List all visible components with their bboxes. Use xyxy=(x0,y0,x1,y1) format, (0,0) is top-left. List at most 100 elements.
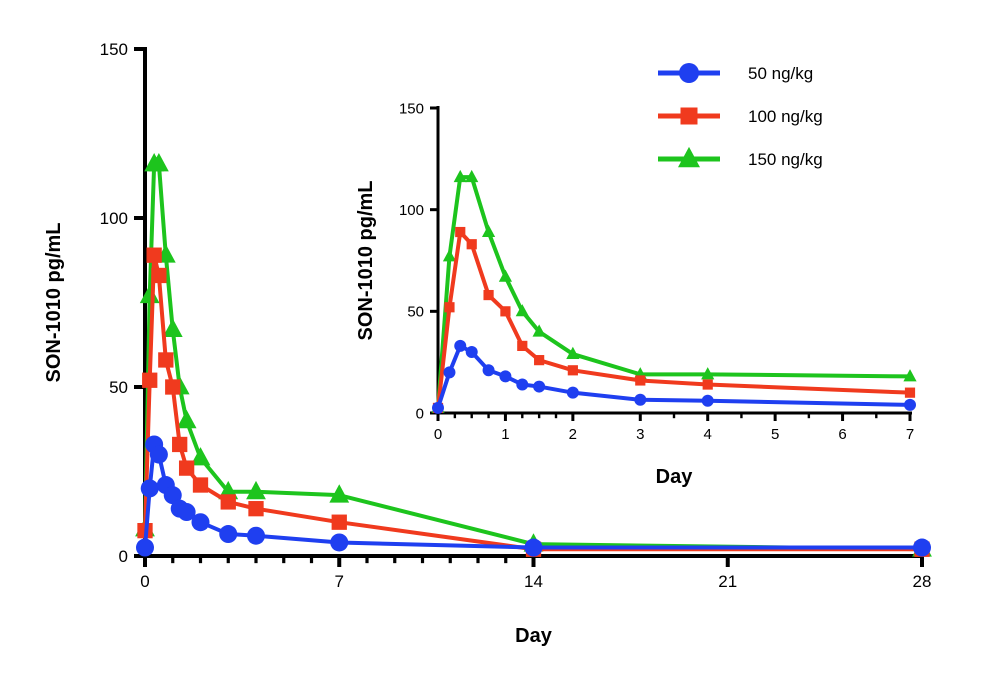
data-point xyxy=(483,289,494,301)
data-point xyxy=(140,479,159,498)
data-point xyxy=(331,514,347,530)
data-point xyxy=(524,538,543,557)
series-line xyxy=(436,175,911,409)
x-tick-label: 0 xyxy=(434,426,442,443)
data-point xyxy=(330,533,349,552)
data-point xyxy=(500,306,511,317)
data-point xyxy=(172,436,188,453)
x-tick-label: 7 xyxy=(335,572,344,591)
data-point xyxy=(499,370,512,383)
data-point xyxy=(432,401,444,414)
data-point xyxy=(158,352,174,368)
data-point xyxy=(516,378,529,391)
y-axis-label: SON-1010 pg/mL xyxy=(355,180,377,340)
data-point xyxy=(567,365,578,376)
series-50-ng-kg xyxy=(432,339,916,414)
data-point xyxy=(142,372,158,388)
x-axis-label: Day xyxy=(656,466,694,488)
data-point xyxy=(678,146,700,168)
legend-label: 100 ng/kg xyxy=(748,107,823,126)
data-point xyxy=(702,379,713,390)
legend-label: 150 ng/kg xyxy=(748,150,823,169)
data-point xyxy=(517,340,528,351)
y-tick-label: 0 xyxy=(119,547,128,566)
data-point xyxy=(454,339,467,352)
data-point xyxy=(192,477,209,493)
data-point xyxy=(220,494,236,510)
data-point xyxy=(136,538,154,557)
x-tick-label: 1 xyxy=(501,426,509,443)
data-point xyxy=(139,284,160,304)
y-tick-label: 150 xyxy=(399,100,424,117)
x-tick-label: 28 xyxy=(913,572,932,591)
x-tick-label: 5 xyxy=(771,426,779,443)
data-point xyxy=(533,380,546,393)
data-point xyxy=(247,526,265,545)
data-point xyxy=(534,355,545,366)
x-tick-label: 14 xyxy=(524,572,543,591)
data-point xyxy=(248,501,264,517)
data-point xyxy=(443,366,456,379)
legend-item: 50 ng/kg xyxy=(658,63,813,83)
x-tick-label: 3 xyxy=(636,426,644,443)
legend: 50 ng/kg 100 ng/kg 150 ng/kg xyxy=(658,63,823,169)
data-point xyxy=(679,63,699,83)
inset-chart: 0 50 100 150 0 1 2 3 4 5 6 7 Day SON-1010 pg/mL xyxy=(355,100,917,488)
y-tick-label: 0 xyxy=(416,405,424,422)
x-tick-label: 6 xyxy=(838,426,846,443)
series-100-ng-kg xyxy=(137,247,930,557)
x-tick-label: 2 xyxy=(569,426,577,443)
y-tick-label: 50 xyxy=(109,378,128,397)
y-tick-label: 100 xyxy=(399,202,424,219)
x-tick-label: 0 xyxy=(140,572,149,591)
data-point xyxy=(442,249,457,262)
y-axis-label: SON-1010 pg/mL xyxy=(43,222,65,382)
data-point xyxy=(532,324,546,337)
series-100-ng-kg xyxy=(432,226,916,414)
data-point xyxy=(453,169,467,183)
data-point xyxy=(455,226,466,238)
y-tick-label: 50 xyxy=(407,304,424,321)
data-point xyxy=(634,393,647,406)
data-point xyxy=(148,153,169,172)
x-tick-label: 7 xyxy=(906,426,914,443)
data-point xyxy=(466,239,477,250)
data-point xyxy=(635,375,646,386)
data-point xyxy=(904,387,916,398)
data-point xyxy=(515,304,529,317)
data-point xyxy=(190,447,211,466)
data-point xyxy=(482,364,495,377)
data-point xyxy=(680,107,698,125)
legend-item: 150 ng/kg xyxy=(658,146,823,169)
data-point xyxy=(219,525,238,544)
data-point xyxy=(481,224,496,237)
legend-label: 50 ng/kg xyxy=(748,64,813,83)
x-tick-label: 4 xyxy=(704,426,712,443)
data-point xyxy=(176,409,197,429)
y-tick-label: 150 xyxy=(100,40,128,59)
data-point xyxy=(465,169,479,183)
y-tick-label: 100 xyxy=(100,209,128,228)
data-point xyxy=(146,247,162,263)
data-point xyxy=(465,346,478,358)
data-point xyxy=(498,269,513,282)
x-axis-label: Day xyxy=(515,625,553,647)
series-line xyxy=(436,230,911,409)
data-point xyxy=(165,379,181,395)
data-point xyxy=(904,398,916,411)
data-point xyxy=(177,503,196,522)
data-point xyxy=(701,394,714,407)
legend-item: 100 ng/kg xyxy=(658,107,823,126)
data-point xyxy=(246,480,266,500)
data-point xyxy=(913,538,931,557)
x-tick-label: 21 xyxy=(718,572,737,591)
data-point xyxy=(151,267,167,284)
data-point xyxy=(178,460,195,476)
data-point xyxy=(191,513,210,532)
data-point xyxy=(444,302,455,313)
data-point xyxy=(149,445,168,464)
series-50-ng-kg xyxy=(136,435,931,557)
data-point xyxy=(903,369,917,382)
